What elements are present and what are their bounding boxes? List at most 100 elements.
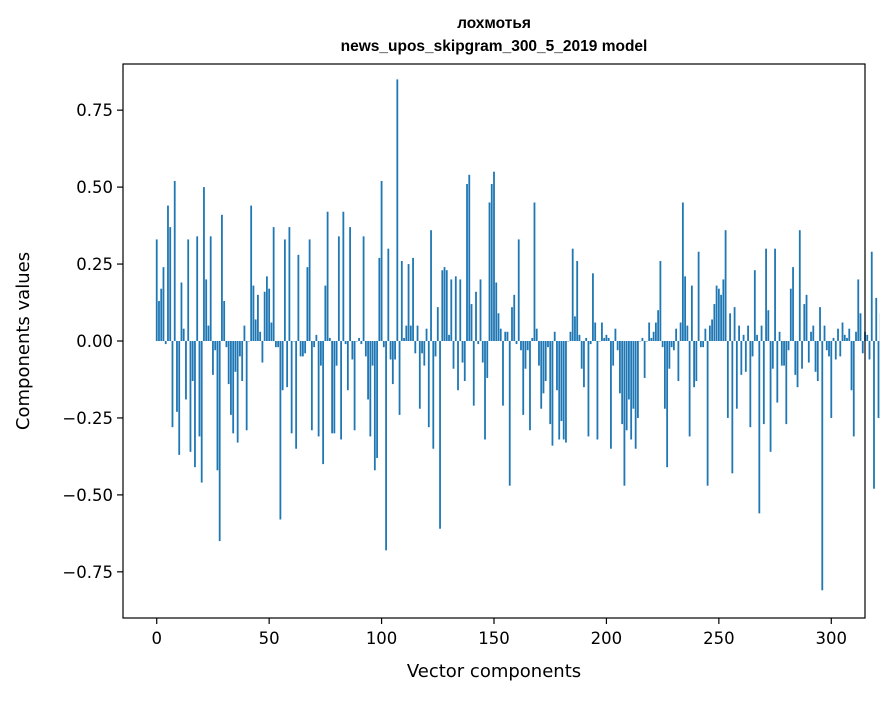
bar: [410, 326, 412, 341]
bar: [419, 341, 421, 409]
bar: [846, 338, 848, 341]
bar: [273, 227, 275, 341]
x-tick-label: 150: [478, 629, 510, 648]
bar: [522, 341, 524, 415]
bar: [686, 326, 688, 341]
bar: [428, 341, 430, 427]
bar: [794, 341, 796, 375]
bar: [327, 212, 329, 341]
y-tick-label: 0.25: [76, 255, 113, 274]
bar: [525, 341, 527, 369]
bar: [527, 341, 529, 350]
bar: [201, 341, 203, 483]
bar: [457, 341, 459, 390]
y-axis-label: Components values: [13, 252, 34, 430]
bar: [507, 332, 509, 341]
bar: [518, 239, 520, 341]
bar: [167, 206, 169, 341]
bar: [873, 341, 875, 489]
bar: [788, 341, 790, 350]
bar: [554, 332, 556, 341]
bar: [765, 249, 767, 341]
bar: [610, 341, 612, 449]
bar: [446, 270, 448, 341]
bar: [837, 329, 839, 341]
bar: [187, 239, 189, 341]
bar: [576, 261, 578, 341]
y-tick-label: 0.00: [76, 332, 113, 351]
bar: [702, 341, 704, 347]
bar: [720, 295, 722, 341]
bar: [306, 267, 308, 341]
bar: [790, 289, 792, 341]
y-axis-ticks: −0.75−0.50−0.250.000.250.500.75: [62, 101, 123, 582]
bar: [181, 283, 183, 341]
bar: [441, 270, 443, 341]
bar: [347, 341, 349, 390]
bar: [493, 172, 495, 341]
bar: [826, 341, 828, 350]
bar: [857, 279, 859, 341]
bar: [565, 341, 567, 443]
bar: [498, 313, 500, 341]
bar: [453, 341, 455, 369]
bar: [698, 252, 700, 341]
bar: [547, 341, 549, 347]
bar: [324, 286, 326, 341]
bar: [268, 289, 270, 341]
bar: [713, 304, 715, 341]
bar: [630, 341, 632, 439]
bar: [776, 341, 778, 403]
bar: [185, 341, 187, 399]
x-tick-label: 0: [151, 629, 162, 648]
bar: [682, 203, 684, 342]
bar: [556, 341, 558, 390]
y-tick-label: −0.25: [62, 409, 113, 428]
bar: [740, 341, 742, 375]
bar: [650, 338, 652, 341]
bar: [462, 341, 464, 363]
bar: [302, 341, 304, 356]
bar: [448, 335, 450, 341]
bar: [426, 329, 428, 341]
y-tick-label: 0.75: [76, 101, 113, 120]
bar: [844, 335, 846, 341]
bar: [558, 341, 560, 439]
bar: [677, 341, 679, 381]
bar: [552, 341, 554, 446]
bar: [264, 292, 266, 341]
bar: [471, 304, 473, 341]
bar: [693, 341, 695, 387]
bar: [819, 307, 821, 341]
bar: [668, 341, 670, 369]
bar: [594, 323, 596, 341]
bar: [239, 341, 241, 356]
bar: [801, 341, 803, 369]
bar-series: [156, 79, 880, 590]
bar: [842, 323, 844, 341]
bar: [203, 187, 205, 341]
bar: [664, 341, 666, 409]
bar: [214, 341, 216, 350]
bar: [444, 267, 446, 341]
bar: [709, 326, 711, 341]
bar: [871, 252, 873, 341]
bar: [223, 301, 225, 341]
bar: [606, 335, 608, 341]
bar: [803, 304, 805, 341]
bar: [543, 341, 545, 393]
bar: [257, 295, 259, 341]
bar: [178, 341, 180, 455]
bar: [354, 341, 356, 430]
x-tick-label: 200: [591, 629, 623, 648]
bar: [226, 341, 228, 347]
bar: [516, 341, 518, 344]
bar: [574, 316, 576, 341]
bar: [853, 341, 855, 436]
bar: [653, 332, 655, 341]
bar: [318, 341, 320, 436]
bar: [435, 341, 437, 356]
bar: [491, 184, 493, 341]
bar: [437, 307, 439, 341]
bar: [219, 341, 221, 541]
